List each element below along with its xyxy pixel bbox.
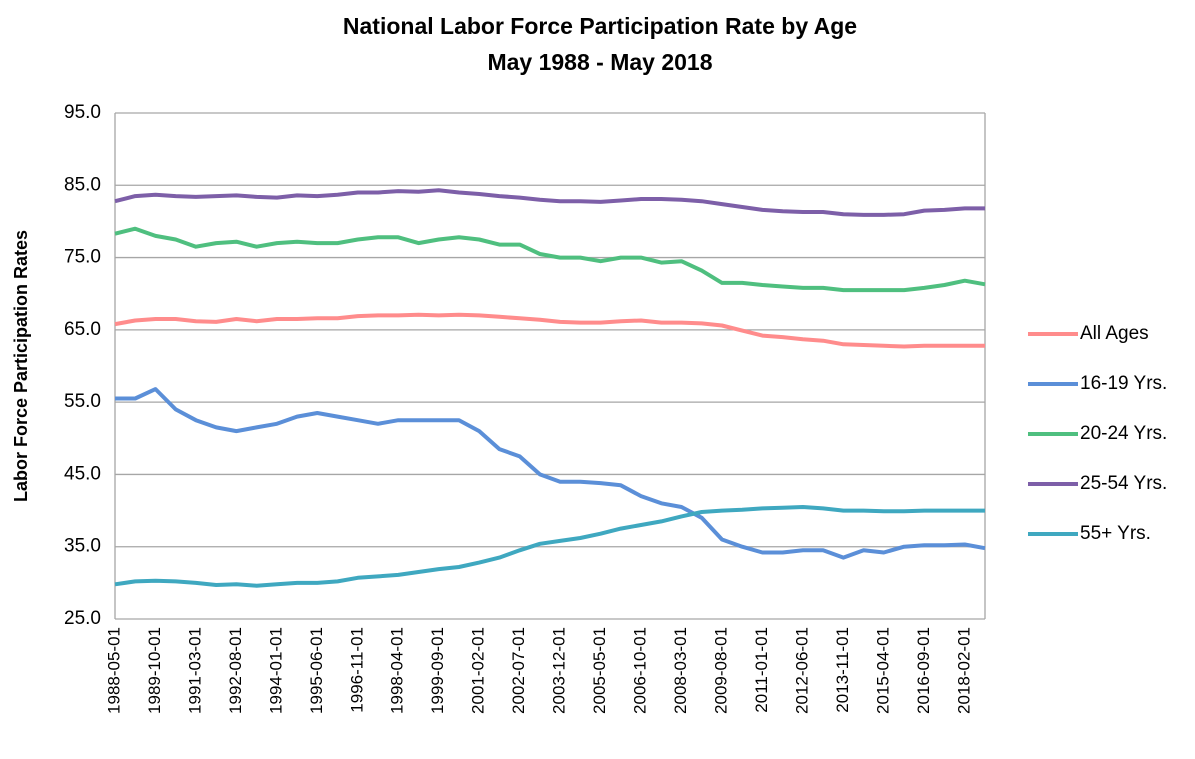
legend-label: 55+ Yrs. — [1080, 523, 1151, 544]
y-tick-label: 75.0 — [64, 247, 101, 268]
x-tick-label: 1998-04-01 — [388, 627, 407, 714]
x-tick-label: 2012-06-01 — [792, 627, 811, 714]
x-tick-label: 2003-12-01 — [550, 627, 569, 714]
series-line — [114, 188, 985, 217]
y-tick-label: 85.0 — [64, 174, 101, 195]
x-tick-label: 1999-09-01 — [428, 627, 447, 714]
x-tick-label: 2009-08-01 — [711, 627, 730, 714]
chart-subtitle: May 1988 - May 2018 — [487, 49, 712, 75]
legend-label: 25-54 Yrs. — [1080, 473, 1167, 494]
y-tick-label: 45.0 — [64, 463, 101, 484]
y-tick-label: 25.0 — [64, 608, 101, 629]
x-tick-label: 2006-10-01 — [631, 627, 650, 714]
x-tick-label: 2008-03-01 — [671, 627, 690, 714]
x-tick-label: 2018-02-01 — [954, 627, 973, 714]
x-tick-label: 1992-08-01 — [226, 627, 245, 714]
x-tick-label: 2013-11-01 — [833, 627, 852, 713]
series-line — [114, 312, 985, 349]
x-tick-label: 1996-11-01 — [347, 627, 366, 713]
x-tick-label: 1988-05-01 — [104, 627, 123, 714]
x-tick-label: 1995-06-01 — [307, 627, 326, 714]
chart-title: National Labor Force Participation Rate … — [343, 13, 857, 39]
series-line — [115, 387, 986, 560]
x-tick-label: 1994-01-01 — [266, 627, 285, 714]
y-axis-title: Labor Force Participation Rates — [11, 230, 31, 502]
legend-label: 16-19 Yrs. — [1080, 373, 1167, 394]
series-line — [114, 226, 986, 293]
y-tick-label: 55.0 — [64, 391, 101, 412]
y-tick-label: 65.0 — [64, 319, 101, 340]
x-tick-label: 2011-01-01 — [752, 627, 771, 713]
x-tick-label: 2015-04-01 — [873, 627, 892, 714]
x-tick-label: 2002-07-01 — [509, 627, 528, 714]
legend-label: All Ages — [1080, 323, 1149, 344]
x-tick-label: 1989-10-01 — [145, 627, 164, 714]
series-line — [114, 505, 985, 588]
y-tick-label: 95.0 — [64, 102, 101, 123]
x-tick-label: 2001-02-01 — [469, 627, 488, 714]
legend-label: 20-24 Yrs. — [1080, 423, 1167, 444]
x-tick-label: 2016-09-01 — [914, 627, 933, 714]
x-tick-label: 1991-03-01 — [185, 627, 204, 714]
x-tick-label: 2005-05-01 — [590, 627, 609, 714]
y-tick-label: 35.0 — [64, 536, 101, 557]
